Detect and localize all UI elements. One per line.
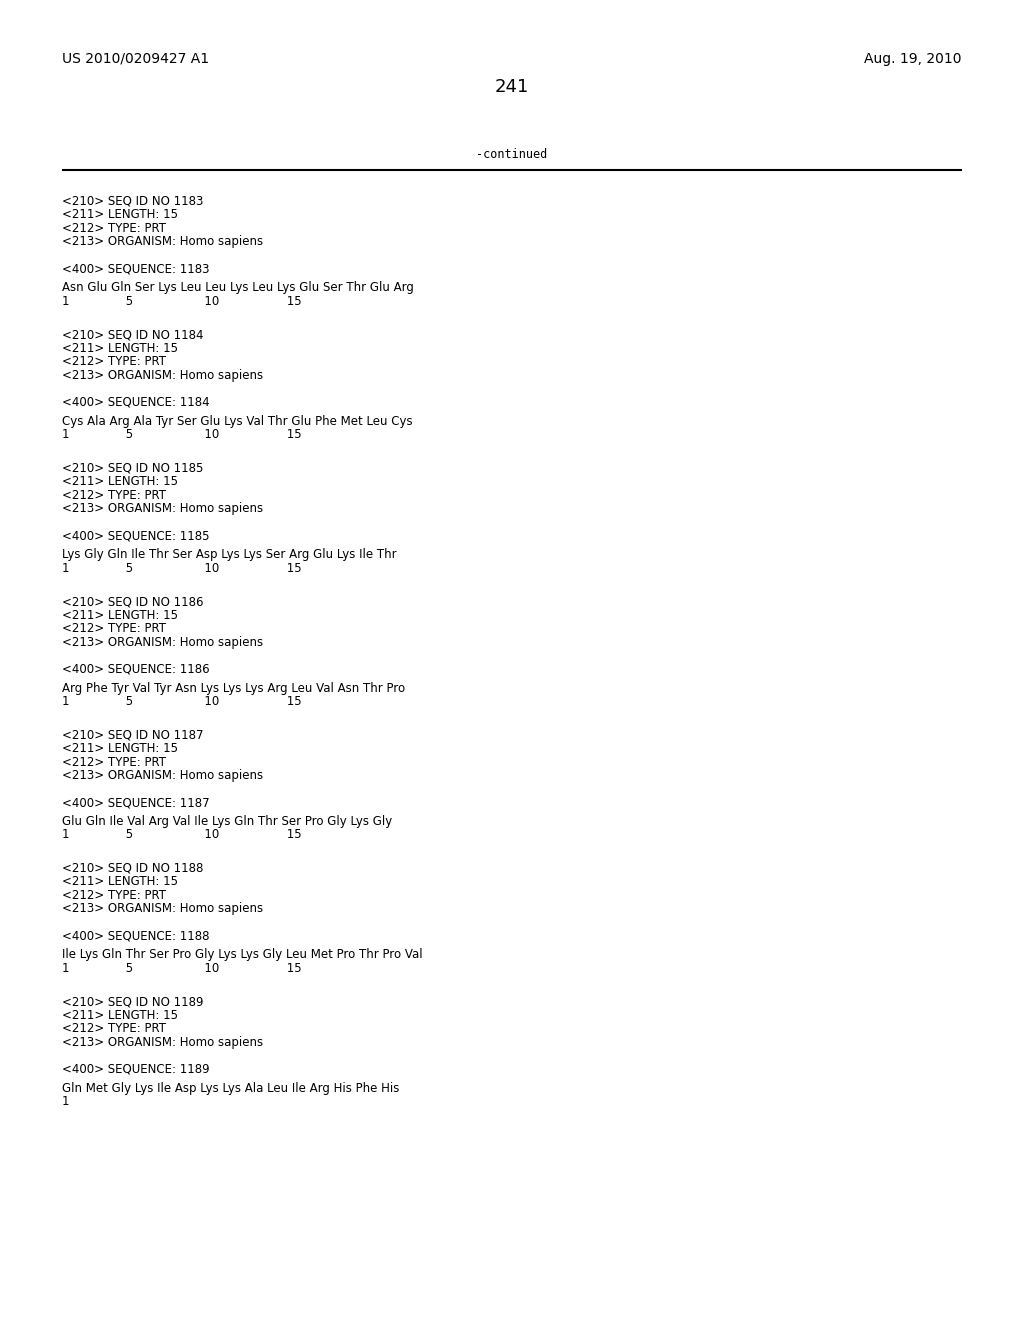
Text: <400> SEQUENCE: 1187: <400> SEQUENCE: 1187: [62, 796, 210, 809]
Text: 1               5                   10                  15: 1 5 10 15: [62, 696, 302, 708]
Text: 1               5                   10                  15: 1 5 10 15: [62, 829, 302, 842]
Text: Asn Glu Gln Ser Lys Leu Leu Lys Leu Lys Glu Ser Thr Glu Arg: Asn Glu Gln Ser Lys Leu Leu Lys Leu Lys …: [62, 281, 414, 294]
Text: <213> ORGANISM: Homo sapiens: <213> ORGANISM: Homo sapiens: [62, 368, 263, 381]
Text: <211> LENGTH: 15: <211> LENGTH: 15: [62, 342, 178, 355]
Text: <211> LENGTH: 15: <211> LENGTH: 15: [62, 209, 178, 222]
Text: <213> ORGANISM: Homo sapiens: <213> ORGANISM: Homo sapiens: [62, 903, 263, 916]
Text: <212> TYPE: PRT: <212> TYPE: PRT: [62, 488, 166, 502]
Text: 1               5                   10                  15: 1 5 10 15: [62, 962, 302, 975]
Text: <211> LENGTH: 15: <211> LENGTH: 15: [62, 742, 178, 755]
Text: <400> SEQUENCE: 1183: <400> SEQUENCE: 1183: [62, 263, 210, 276]
Text: Gln Met Gly Lys Ile Asp Lys Lys Ala Leu Ile Arg His Phe His: Gln Met Gly Lys Ile Asp Lys Lys Ala Leu …: [62, 1082, 399, 1094]
Text: Lys Gly Gln Ile Thr Ser Asp Lys Lys Ser Arg Glu Lys Ile Thr: Lys Gly Gln Ile Thr Ser Asp Lys Lys Ser …: [62, 548, 396, 561]
Text: <213> ORGANISM: Homo sapiens: <213> ORGANISM: Homo sapiens: [62, 1036, 263, 1049]
Text: <400> SEQUENCE: 1186: <400> SEQUENCE: 1186: [62, 663, 210, 676]
Text: <212> TYPE: PRT: <212> TYPE: PRT: [62, 622, 166, 635]
Text: -continued: -continued: [476, 148, 548, 161]
Text: <210> SEQ ID NO 1188: <210> SEQ ID NO 1188: [62, 862, 204, 875]
Text: <212> TYPE: PRT: <212> TYPE: PRT: [62, 355, 166, 368]
Text: <210> SEQ ID NO 1185: <210> SEQ ID NO 1185: [62, 462, 204, 475]
Text: <211> LENGTH: 15: <211> LENGTH: 15: [62, 475, 178, 488]
Text: <210> SEQ ID NO 1187: <210> SEQ ID NO 1187: [62, 729, 204, 742]
Text: Aug. 19, 2010: Aug. 19, 2010: [864, 51, 962, 66]
Text: 241: 241: [495, 78, 529, 96]
Text: 1               5                   10                  15: 1 5 10 15: [62, 428, 302, 441]
Text: <211> LENGTH: 15: <211> LENGTH: 15: [62, 609, 178, 622]
Text: Cys Ala Arg Ala Tyr Ser Glu Lys Val Thr Glu Phe Met Leu Cys: Cys Ala Arg Ala Tyr Ser Glu Lys Val Thr …: [62, 414, 413, 428]
Text: <400> SEQUENCE: 1188: <400> SEQUENCE: 1188: [62, 929, 210, 942]
Text: Arg Phe Tyr Val Tyr Asn Lys Lys Lys Arg Leu Val Asn Thr Pro: Arg Phe Tyr Val Tyr Asn Lys Lys Lys Arg …: [62, 681, 406, 694]
Text: 1: 1: [62, 1096, 70, 1109]
Text: <211> LENGTH: 15: <211> LENGTH: 15: [62, 875, 178, 888]
Text: <213> ORGANISM: Homo sapiens: <213> ORGANISM: Homo sapiens: [62, 503, 263, 515]
Text: <210> SEQ ID NO 1186: <210> SEQ ID NO 1186: [62, 595, 204, 609]
Text: <400> SEQUENCE: 1184: <400> SEQUENCE: 1184: [62, 396, 210, 409]
Text: <400> SEQUENCE: 1189: <400> SEQUENCE: 1189: [62, 1063, 210, 1076]
Text: <210> SEQ ID NO 1183: <210> SEQ ID NO 1183: [62, 195, 204, 209]
Text: <210> SEQ ID NO 1184: <210> SEQ ID NO 1184: [62, 329, 204, 342]
Text: <212> TYPE: PRT: <212> TYPE: PRT: [62, 888, 166, 902]
Text: Glu Gln Ile Val Arg Val Ile Lys Gln Thr Ser Pro Gly Lys Gly: Glu Gln Ile Val Arg Val Ile Lys Gln Thr …: [62, 814, 392, 828]
Text: Ile Lys Gln Thr Ser Pro Gly Lys Lys Gly Leu Met Pro Thr Pro Val: Ile Lys Gln Thr Ser Pro Gly Lys Lys Gly …: [62, 948, 423, 961]
Text: <212> TYPE: PRT: <212> TYPE: PRT: [62, 1023, 166, 1035]
Text: <212> TYPE: PRT: <212> TYPE: PRT: [62, 755, 166, 768]
Text: <213> ORGANISM: Homo sapiens: <213> ORGANISM: Homo sapiens: [62, 636, 263, 648]
Text: 1               5                   10                  15: 1 5 10 15: [62, 562, 302, 574]
Text: <213> ORGANISM: Homo sapiens: <213> ORGANISM: Homo sapiens: [62, 770, 263, 781]
Text: <213> ORGANISM: Homo sapiens: <213> ORGANISM: Homo sapiens: [62, 235, 263, 248]
Text: 1               5                   10                  15: 1 5 10 15: [62, 294, 302, 308]
Text: <212> TYPE: PRT: <212> TYPE: PRT: [62, 222, 166, 235]
Text: <400> SEQUENCE: 1185: <400> SEQUENCE: 1185: [62, 529, 210, 543]
Text: US 2010/0209427 A1: US 2010/0209427 A1: [62, 51, 209, 66]
Text: <211> LENGTH: 15: <211> LENGTH: 15: [62, 1008, 178, 1022]
Text: <210> SEQ ID NO 1189: <210> SEQ ID NO 1189: [62, 995, 204, 1008]
